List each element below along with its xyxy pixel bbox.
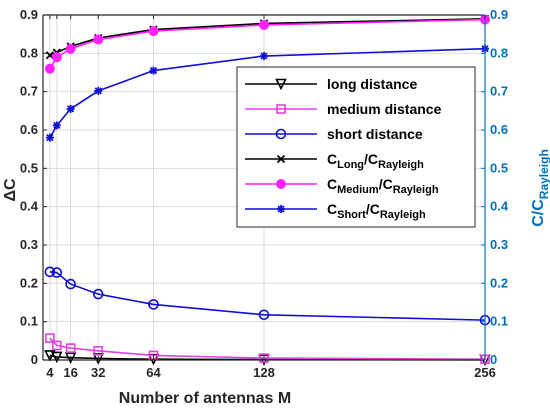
left-y-tick-label: 0.4 bbox=[20, 199, 39, 214]
legend-label-part: C bbox=[327, 176, 337, 192]
right-y-axis-title-sub: Rayleigh bbox=[537, 149, 550, 199]
data-point-c-short-c-rayleigh bbox=[52, 121, 61, 130]
legend-swatch-marker bbox=[276, 104, 286, 114]
legend-item-medium-distance: medium distance bbox=[245, 101, 442, 117]
x-tick-label: 128 bbox=[253, 365, 275, 380]
data-point-c-short-c-rayleigh bbox=[94, 86, 103, 95]
legend-label-part: /C bbox=[379, 176, 393, 192]
data-point-c-short-c-rayleigh bbox=[45, 133, 54, 142]
x-tick-label: 4 bbox=[46, 365, 54, 380]
data-point-long-distance bbox=[92, 353, 105, 365]
legend-item-c-long-c-rayleigh: CLong/CRayleigh bbox=[245, 151, 424, 171]
data-point-short-distance bbox=[51, 267, 63, 278]
right-y-tick-label: 0.3 bbox=[490, 237, 508, 252]
tick-labels: 0 0.1 0.2 0.3 0.4 0.5 0.6 0.7 0.8 0.9 0 0.1 0.2 0.3 0.… bbox=[20, 7, 509, 380]
legend-label-part: C bbox=[327, 201, 337, 217]
right-y-tick-label: 0.8 bbox=[490, 45, 508, 60]
legend-label: medium distance bbox=[327, 101, 442, 117]
left-y-tick-label: 0.7 bbox=[20, 84, 38, 99]
left-y-tick-label: 0.8 bbox=[20, 45, 38, 60]
legend-label-sub: Rayleigh bbox=[380, 209, 426, 221]
data-point-short-distance bbox=[148, 299, 159, 310]
left-y-axis-title: ΔC bbox=[2, 178, 19, 202]
data-point-long-distance bbox=[64, 352, 77, 364]
series-short-distance bbox=[44, 266, 491, 326]
legend-label-sub: Long bbox=[337, 159, 364, 171]
data-point-medium-distance bbox=[52, 340, 62, 351]
data-point-medium-distance bbox=[259, 353, 269, 363]
data-point-long-distance bbox=[51, 351, 63, 364]
data-point-c-short-c-rayleigh bbox=[66, 104, 75, 113]
axes bbox=[42, 14, 486, 361]
x-axis-title: Number of antennas M bbox=[119, 390, 291, 407]
data-point-c-medium-c-rayleigh bbox=[44, 63, 55, 74]
legend-label-sub: Rayleigh bbox=[378, 159, 424, 171]
right-y-tick-label: 0.4 bbox=[490, 199, 509, 214]
legend-item-long-distance: long distance bbox=[245, 76, 417, 92]
legend: long distance medium distance short distan… bbox=[236, 66, 476, 228]
legend-item-short-distance: short distance bbox=[245, 126, 423, 142]
legend-item-c-medium-c-rayleigh: CMedium/CRayleigh bbox=[245, 176, 439, 196]
data-point-medium-distance bbox=[93, 345, 104, 356]
right-y-tick-label: 0.2 bbox=[490, 275, 508, 290]
legend-label: long distance bbox=[327, 76, 417, 92]
legend-label-part: /C bbox=[364, 151, 378, 167]
left-y-tick-label: 0.2 bbox=[20, 275, 38, 290]
legend-swatch-marker bbox=[276, 154, 286, 164]
series-line-short-distance bbox=[49, 271, 486, 321]
right-y-axis-title-main: C/C bbox=[530, 199, 547, 227]
data-point-c-medium-c-rayleigh bbox=[148, 26, 159, 37]
legend-label-sub: Medium bbox=[337, 184, 379, 196]
right-y-tick-label: 0.5 bbox=[490, 160, 508, 175]
legend-label: short distance bbox=[327, 126, 423, 142]
left-y-tick-label: 0.5 bbox=[20, 160, 38, 175]
legend-label-sub: Short bbox=[337, 209, 366, 221]
data-point-c-medium-c-rayleigh bbox=[259, 19, 269, 30]
legend-label-part: /C bbox=[366, 201, 380, 217]
legend-label-part: C bbox=[327, 151, 337, 167]
left-y-tick-label: 0.6 bbox=[20, 122, 38, 137]
legend-item-c-short-c-rayleigh: CShort/CRayleigh bbox=[245, 201, 426, 221]
legend-label-sub: Rayleigh bbox=[393, 184, 439, 196]
legend-box bbox=[236, 66, 476, 228]
right-y-tick-label: 0.1 bbox=[490, 314, 508, 329]
legend-label: CMedium/CRayleigh bbox=[327, 176, 439, 196]
data-point-medium-distance bbox=[45, 333, 55, 343]
data-point-c-medium-c-rayleigh bbox=[93, 34, 104, 45]
data-point-short-distance bbox=[258, 309, 270, 321]
left-y-tick-label: 0.3 bbox=[20, 237, 38, 252]
right-y-tick-label: 0.9 bbox=[490, 7, 508, 22]
left-y-tick-label: 0.1 bbox=[20, 314, 38, 329]
data-point-c-short-c-rayleigh bbox=[149, 66, 158, 75]
x-tick-label: 256 bbox=[474, 365, 496, 380]
legend-swatch-marker bbox=[277, 205, 285, 213]
legend-swatch-marker bbox=[275, 128, 287, 140]
data-point-medium-distance bbox=[65, 343, 76, 353]
series-c-short-c-rayleigh bbox=[45, 44, 489, 142]
series-c-medium-c-rayleigh bbox=[44, 14, 490, 74]
right-y-tick-label: 0.7 bbox=[490, 84, 508, 99]
legend-label: CShort/CRayleigh bbox=[327, 201, 426, 221]
data-point-c-medium-c-rayleigh bbox=[51, 52, 62, 63]
right-y-tick-label: 0 bbox=[490, 352, 497, 367]
data-point-c-short-c-rayleigh bbox=[260, 52, 268, 61]
legend-swatch-marker bbox=[276, 179, 286, 189]
data-point-c-medium-c-rayleigh bbox=[65, 43, 76, 54]
x-tick-label: 32 bbox=[91, 365, 105, 380]
legend-label: CLong/CRayleigh bbox=[327, 151, 424, 171]
data-point-short-distance bbox=[44, 266, 56, 278]
right-y-axis-title: C/CRayleigh bbox=[530, 149, 550, 227]
right-y-tick-label: 0.6 bbox=[490, 122, 508, 137]
x-tick-label: 64 bbox=[146, 365, 161, 380]
data-point-long-distance bbox=[44, 350, 56, 362]
left-y-tick-label: 0.9 bbox=[20, 7, 38, 22]
left-y-tick-label: 0 bbox=[31, 352, 38, 367]
data-point-short-distance bbox=[65, 278, 76, 290]
data-point-short-distance bbox=[92, 288, 104, 300]
x-tick-label: 16 bbox=[63, 365, 77, 380]
legend-swatch-marker bbox=[275, 78, 287, 91]
